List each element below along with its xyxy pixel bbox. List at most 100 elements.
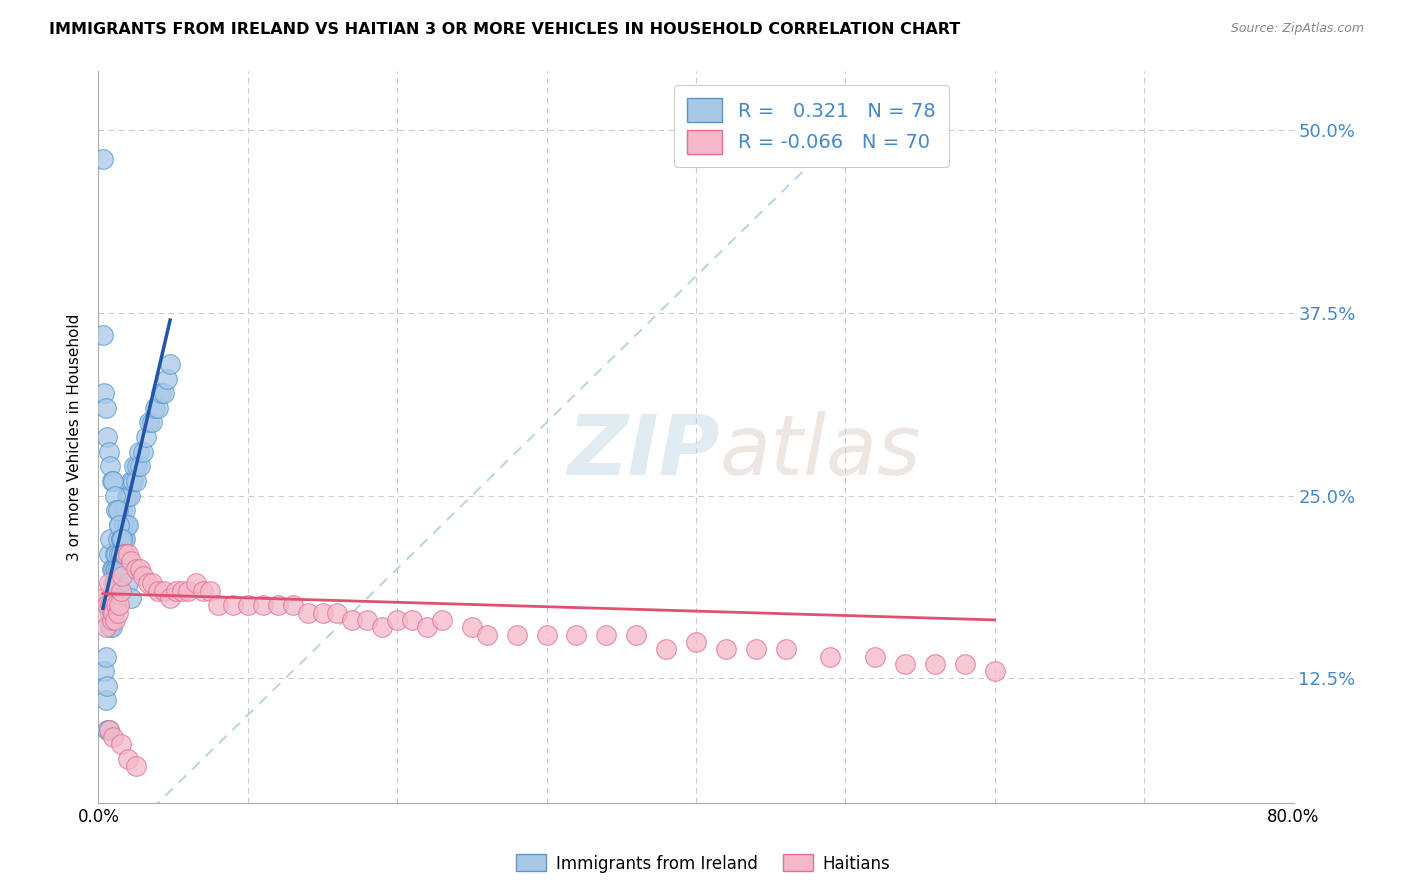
Text: IMMIGRANTS FROM IRELAND VS HAITIAN 3 OR MORE VEHICLES IN HOUSEHOLD CORRELATION C: IMMIGRANTS FROM IRELAND VS HAITIAN 3 OR …	[49, 22, 960, 37]
Point	[110, 533, 132, 547]
Point	[356, 613, 378, 627]
Point	[141, 576, 163, 591]
Point	[401, 613, 423, 627]
Point	[98, 533, 122, 547]
Point	[93, 386, 115, 401]
Point	[953, 657, 976, 671]
Point	[105, 599, 128, 613]
Legend: Immigrants from Ireland, Haitians: Immigrants from Ireland, Haitians	[509, 847, 897, 880]
Point	[107, 503, 129, 517]
Point	[141, 416, 163, 430]
Point	[101, 613, 124, 627]
Point	[104, 547, 127, 561]
Point	[128, 444, 150, 458]
Point	[107, 533, 129, 547]
Point	[105, 562, 128, 576]
Point	[115, 489, 138, 503]
Point	[108, 599, 131, 613]
Point	[117, 576, 139, 591]
Point	[108, 517, 131, 532]
Point	[924, 657, 946, 671]
Point	[112, 517, 135, 532]
Point	[104, 613, 127, 627]
Point	[114, 547, 136, 561]
Point	[101, 620, 124, 634]
Point	[110, 737, 132, 751]
Point	[96, 723, 118, 737]
Point	[267, 599, 290, 613]
Point	[97, 723, 120, 737]
Point	[165, 583, 187, 598]
Point	[105, 547, 128, 561]
Text: Source: ZipAtlas.com: Source: ZipAtlas.com	[1230, 22, 1364, 36]
Point	[416, 620, 439, 634]
Point	[120, 474, 142, 488]
Point	[101, 474, 124, 488]
Point	[430, 613, 453, 627]
Point	[103, 562, 125, 576]
Point	[865, 649, 887, 664]
Point	[371, 620, 394, 634]
Point	[104, 562, 127, 576]
Point	[91, 591, 114, 605]
Point	[685, 635, 707, 649]
Point	[150, 386, 173, 401]
Point	[129, 562, 152, 576]
Point	[132, 569, 155, 583]
Point	[342, 613, 364, 627]
Point	[103, 591, 125, 605]
Point	[107, 562, 129, 576]
Point	[107, 606, 129, 620]
Point	[125, 562, 148, 576]
Point	[118, 489, 141, 503]
Point	[894, 657, 917, 671]
Point	[172, 583, 194, 598]
Point	[97, 444, 120, 458]
Point	[101, 606, 124, 620]
Point	[103, 606, 125, 620]
Point	[148, 583, 170, 598]
Point	[96, 679, 118, 693]
Point	[148, 401, 170, 415]
Point	[129, 459, 152, 474]
Point	[97, 591, 120, 605]
Point	[114, 503, 136, 517]
Point	[91, 327, 114, 342]
Point	[120, 554, 142, 568]
Point	[107, 576, 129, 591]
Point	[475, 627, 498, 641]
Point	[143, 401, 166, 415]
Point	[111, 569, 134, 583]
Point	[111, 533, 134, 547]
Point	[117, 547, 139, 561]
Point	[111, 533, 134, 547]
Point	[103, 474, 125, 488]
Point	[105, 576, 128, 591]
Point	[714, 642, 737, 657]
Point	[115, 517, 138, 532]
Point	[177, 583, 200, 598]
Point	[98, 620, 122, 634]
Point	[98, 459, 122, 474]
Point	[595, 627, 617, 641]
Point	[655, 642, 678, 657]
Point	[104, 576, 127, 591]
Text: ZIP: ZIP	[567, 411, 720, 492]
Point	[127, 459, 149, 474]
Point	[110, 533, 132, 547]
Point	[103, 730, 125, 744]
Point	[153, 583, 176, 598]
Point	[108, 547, 131, 561]
Point	[108, 517, 131, 532]
Point	[91, 152, 114, 166]
Point	[101, 562, 124, 576]
Point	[138, 416, 160, 430]
Point	[626, 627, 648, 641]
Point	[105, 503, 128, 517]
Point	[112, 533, 135, 547]
Point	[191, 583, 214, 598]
Point	[96, 599, 118, 613]
Point	[112, 547, 135, 561]
Point	[775, 642, 797, 657]
Point	[326, 606, 349, 620]
